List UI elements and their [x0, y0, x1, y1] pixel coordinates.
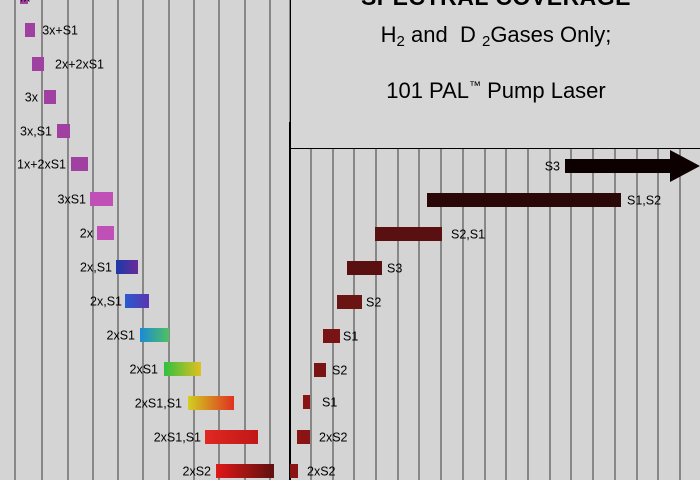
bar-label-right-1: S3 — [545, 160, 560, 174]
chart-subtitle-laser: 101 PAL™ Pump Laser — [291, 78, 700, 104]
bar-left-11 — [140, 328, 169, 342]
bar-label-right-7: S2 — [332, 364, 347, 378]
gas-d: D — [459, 22, 476, 47]
bar-left-2 — [25, 23, 35, 37]
bar-label-left-12: 2xS1 — [130, 363, 159, 377]
bar-right-7 — [314, 363, 326, 377]
bar-label-left-4: 3x — [25, 91, 39, 105]
bar-right-9 — [297, 430, 310, 444]
laser-pre: 101 PAL — [386, 78, 470, 103]
bar-label-left-11: 2xS1 — [107, 329, 136, 343]
bar-right-1 — [565, 159, 675, 173]
laser-tm: ™ — [469, 78, 482, 93]
bar-right-2 — [427, 193, 621, 207]
bar-label-right-10: 2xS2 — [307, 465, 336, 479]
bar-left-13 — [188, 396, 234, 410]
bar-label-left-10: 2x,S1 — [90, 295, 122, 309]
bar-label-left-1: 4x — [17, 0, 31, 5]
bar-labels: 4x 3x+S1 2x+2xS1 3x 3x,S1 1x+2xS1 3xS1 2x 2x,S1 2… — [17, 0, 661, 479]
laser-post: Pump Laser — [481, 78, 606, 103]
gas-tail: Gases Only; — [490, 22, 612, 47]
bar-right-5 — [337, 295, 362, 309]
bar-label-right-8: S1 — [322, 396, 337, 410]
bar-label-right-3: S2,S1 — [451, 228, 485, 242]
bar-label-left-15: 2xS2 — [183, 465, 212, 479]
title-panel: SPECTRAL COVERAGE H2 and D 2Gases Only; … — [290, 0, 700, 149]
chart-title: SPECTRAL COVERAGE — [291, 0, 700, 11]
gridlines — [14, 0, 700, 480]
bar-label-left-6: 1x+2xS1 — [17, 158, 66, 172]
bar-left-6 — [71, 157, 88, 171]
bar-label-left-13: 2xS1,S1 — [135, 397, 182, 411]
bar-label-right-9: 2xS2 — [319, 431, 348, 445]
bar-label-left-7: 3xS1 — [58, 193, 87, 207]
gas-h-subscript: 2 — [396, 33, 405, 50]
bar-label-left-14: 2xS1,S1 — [154, 431, 201, 445]
gas-d-subscript: 2 — [481, 33, 491, 50]
bar-right-10 — [290, 464, 298, 478]
bar-left-7 — [90, 192, 113, 206]
bar-label-left-8: 2x — [80, 227, 94, 241]
bar-left-1 — [20, 0, 28, 4]
bar-right-3 — [375, 227, 442, 241]
bar-left-15 — [216, 464, 274, 478]
bar-left-4 — [44, 90, 56, 104]
bar-left-12 — [164, 362, 201, 376]
gas-and: and — [411, 22, 448, 47]
bar-left-3 — [32, 57, 44, 71]
bar-label-left-3: 2x+2xS1 — [55, 58, 104, 72]
bar-label-left-9: 2x,S1 — [80, 261, 112, 275]
bar-right-6 — [323, 329, 340, 343]
bar-label-right-2: S1,S2 — [627, 194, 661, 208]
bar-label-right-5: S2 — [366, 296, 381, 310]
chart-subtitle-gases: H2 and D 2Gases Only; — [291, 22, 700, 50]
gas-h: H — [380, 22, 397, 47]
bar-left-8 — [97, 226, 114, 240]
bar-left-10 — [125, 294, 149, 308]
bar-label-right-4: S3 — [387, 262, 402, 276]
arrow-head — [670, 150, 700, 182]
bar-label-left-5: 3x,S1 — [20, 125, 52, 139]
bar-right-4 — [347, 261, 382, 275]
bar-label-right-6: S1 — [343, 330, 358, 344]
bar-label-left-2: 3x+S1 — [42, 24, 78, 38]
bar-left-14 — [205, 430, 258, 444]
bar-left-9 — [116, 260, 138, 274]
bar-left-5 — [57, 124, 70, 138]
bar-right-8 — [303, 395, 310, 409]
bars — [20, 0, 700, 478]
